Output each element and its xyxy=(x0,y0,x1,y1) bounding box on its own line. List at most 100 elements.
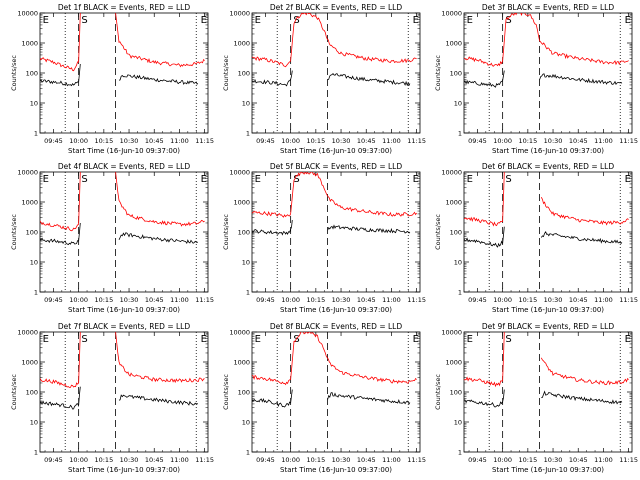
series-group xyxy=(40,172,205,246)
x-tick-label: 10:00 xyxy=(493,456,512,464)
x-tick-label: 10:00 xyxy=(281,296,300,304)
lld-series-line xyxy=(540,197,629,226)
orbit-marker: E xyxy=(255,174,261,185)
x-tick-label: 11:00 xyxy=(382,296,401,304)
y-tick-label: 1 xyxy=(246,449,250,457)
series-group xyxy=(40,332,205,410)
chart-panel: Det 2f BLACK = Events, RED = LLD Counts/s… xyxy=(222,3,426,155)
events-series-line xyxy=(327,224,411,234)
events-series-line xyxy=(40,63,81,87)
orbit-marker: E xyxy=(43,334,49,345)
x-tick-label: 11:15 xyxy=(407,456,426,464)
series-group xyxy=(252,172,417,236)
y-tick-label: 1000 xyxy=(445,359,462,367)
x-tick-label: 10:15 xyxy=(94,456,113,464)
y-axis-label: Counts/sec xyxy=(10,214,18,250)
lld-series-line xyxy=(464,332,505,388)
events-series-line xyxy=(327,72,411,87)
events-series-line xyxy=(252,70,293,87)
lld-series-line xyxy=(40,332,81,388)
y-tick-label: 10 xyxy=(30,259,38,267)
chart-panel: Det 9f BLACK = Events, RED = LLD Counts/s… xyxy=(434,322,638,474)
lld-series-line xyxy=(40,13,81,72)
x-tick-label: 10:00 xyxy=(69,456,88,464)
x-tick-label: 10:15 xyxy=(518,456,537,464)
lld-series-line xyxy=(252,332,417,386)
y-axis-label: Counts/sec xyxy=(434,374,442,410)
x-axis-label: Start Time (16-Jun-10 09:37:00) xyxy=(492,147,604,155)
events-series-line xyxy=(540,230,623,245)
x-tick-label: 10:00 xyxy=(493,137,512,145)
x-axis-label: Start Time (16-Jun-10 09:37:00) xyxy=(492,466,604,474)
x-tick-label: 10:45 xyxy=(145,137,164,145)
lld-series-line xyxy=(115,332,205,384)
x-axis-label: Start Time (16-Jun-10 09:37:00) xyxy=(492,306,604,314)
chart-panel: Det 5f BLACK = Events, RED = LLD Counts/s… xyxy=(222,162,426,314)
y-tick-label: 10 xyxy=(242,259,250,267)
orbit-marker: S xyxy=(81,174,87,185)
y-tick-label: 1 xyxy=(34,289,38,297)
y-tick-label: 1000 xyxy=(21,359,38,367)
orbit-marker: S xyxy=(293,15,299,26)
chart-title: Det 3f BLACK = Events, RED = LLD xyxy=(482,3,615,12)
lld-series-line xyxy=(540,357,629,386)
y-tick-label: 1000 xyxy=(233,199,250,207)
orbit-marker: E xyxy=(625,174,631,185)
events-series-line xyxy=(541,390,623,405)
x-tick-label: 10:15 xyxy=(94,137,113,145)
x-tick-label: 10:30 xyxy=(544,137,563,145)
y-tick-label: 1 xyxy=(246,289,250,297)
x-tick-label: 10:15 xyxy=(518,296,537,304)
y-tick-label: 1 xyxy=(458,130,462,138)
orbit-marker: E xyxy=(255,334,261,345)
y-tick-label: 10000 xyxy=(441,169,462,177)
lld-series-line xyxy=(252,172,417,218)
y-tick-label: 10 xyxy=(30,419,38,427)
x-tick-label: 10:45 xyxy=(357,137,376,145)
orbit-marker: E xyxy=(467,174,473,185)
y-tick-label: 10 xyxy=(454,419,462,427)
orbit-marker: S xyxy=(81,334,87,345)
x-tick-label: 11:00 xyxy=(594,296,613,304)
chart-panel: Det 4f BLACK = Events, RED = LLD Counts/s… xyxy=(10,162,214,314)
x-tick-label: 09:45 xyxy=(44,137,63,145)
orbit-marker: E xyxy=(201,15,207,26)
y-tick-label: 10000 xyxy=(229,169,250,177)
y-axis-label: Counts/sec xyxy=(222,55,230,91)
series-group xyxy=(40,13,205,87)
lld-series-line xyxy=(464,172,505,227)
orbit-marker: E xyxy=(467,334,473,345)
y-tick-label: 100 xyxy=(450,389,462,397)
orbit-marker: E xyxy=(201,334,207,345)
chart-panel: Det 6f BLACK = Events, RED = LLD Counts/s… xyxy=(434,162,638,314)
orbit-marker: E xyxy=(43,15,49,26)
chart-title: Det 7f BLACK = Events, RED = LLD xyxy=(58,322,191,331)
y-tick-label: 1000 xyxy=(21,40,38,48)
orbit-marker: E xyxy=(625,334,631,345)
y-axis-label: Counts/sec xyxy=(222,374,230,410)
lld-series-line xyxy=(40,172,81,232)
chart-panel: Det 3f BLACK = Events, RED = LLD Counts/s… xyxy=(434,3,638,155)
x-tick-label: 11:00 xyxy=(382,456,401,464)
series-group xyxy=(252,332,417,408)
x-tick-label: 11:00 xyxy=(170,137,189,145)
x-tick-label: 10:00 xyxy=(281,137,300,145)
y-axis-label: Counts/sec xyxy=(10,55,18,91)
x-tick-label: 11:00 xyxy=(594,456,613,464)
orbit-marker: S xyxy=(505,174,511,185)
y-tick-label: 100 xyxy=(238,229,250,237)
y-axis-label: Counts/sec xyxy=(222,214,230,250)
y-tick-label: 1 xyxy=(34,449,38,457)
x-tick-label: 11:15 xyxy=(407,137,426,145)
orbit-marker: E xyxy=(625,15,631,26)
x-tick-label: 11:15 xyxy=(195,456,214,464)
chart-title: Det 1f BLACK = Events, RED = LLD xyxy=(58,3,191,12)
x-tick-label: 10:30 xyxy=(120,296,139,304)
chart-title: Det 4f BLACK = Events, RED = LLD xyxy=(58,162,191,171)
x-axis-label: Start Time (16-Jun-10 09:37:00) xyxy=(68,147,180,155)
x-tick-label: 09:45 xyxy=(468,137,487,145)
events-series-line xyxy=(118,232,198,245)
y-tick-label: 10 xyxy=(454,259,462,267)
x-tick-label: 09:45 xyxy=(256,137,275,145)
lld-series-line xyxy=(115,13,205,68)
